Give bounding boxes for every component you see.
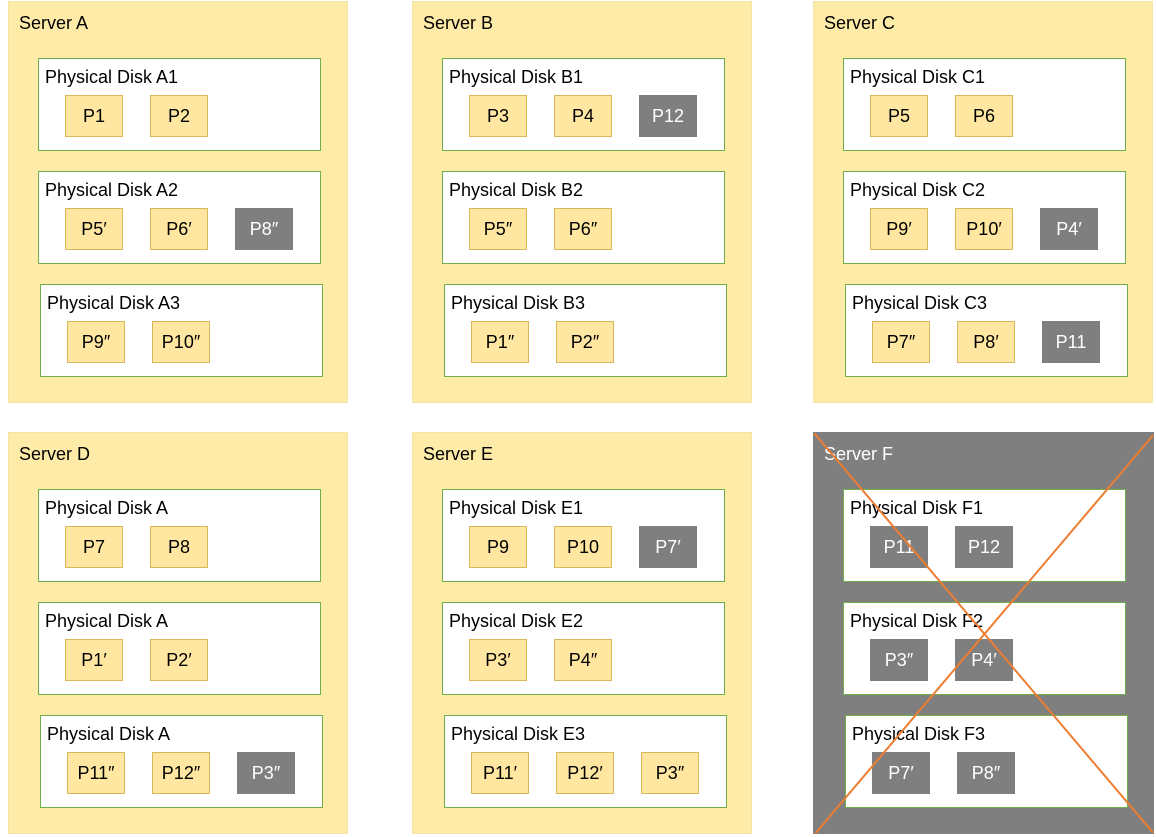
- partition-p6-prime: P6′: [150, 208, 208, 250]
- partition-p7-prime: P7′: [872, 752, 930, 794]
- disk-label: Physical Disk C3: [852, 293, 988, 313]
- physical-disk: Physical Disk A P1′ P2′: [38, 602, 321, 695]
- partition-p10-double-prime: P10″: [152, 321, 210, 363]
- partition-p5-double-prime: P5″: [469, 208, 527, 250]
- server-server-f: Server F Physical Disk F1 P11 P12 Physical D…: [813, 432, 1154, 834]
- server-label: Server A: [19, 13, 89, 33]
- partition-p4-double-prime: P4″: [554, 639, 612, 681]
- partition-p3-prime: P3′: [469, 639, 527, 681]
- partition-p7: P7: [65, 526, 123, 568]
- partition-p12-double-prime: P12″: [152, 752, 210, 794]
- physical-disk: Physical Disk C1 P5 P6: [843, 58, 1126, 151]
- physical-disk: Physical Disk E1 P9 P10 P7′: [442, 489, 725, 582]
- server-server-c: Server C Physical Disk C1 P5 P6 Physical Dis…: [813, 1, 1153, 403]
- partition-p8-double-prime: P8″: [235, 208, 293, 250]
- server-server-e: Server E Physical Disk E1 P9 P10 P7′ Physical…: [412, 432, 752, 834]
- partition-p11: P11: [1042, 321, 1100, 363]
- partition-p3-double-prime: P3″: [870, 639, 928, 681]
- physical-disk: Physical Disk A2 P5′ P6′ P8″: [38, 171, 321, 264]
- physical-disk: Physical Disk E3 P11′ P12′ P3″: [444, 715, 727, 808]
- disk-label: Physical Disk B3: [451, 293, 586, 313]
- partition-p10-prime: P10′: [955, 208, 1013, 250]
- disk-label: Physical Disk C2: [850, 180, 986, 200]
- disk-label: Physical Disk B1: [449, 67, 584, 87]
- physical-disk: Physical Disk F3 P7′ P8″: [845, 715, 1128, 808]
- disk-label: Physical Disk B2: [449, 180, 584, 200]
- disk-label: Physical Disk E2: [449, 611, 584, 631]
- partition-p8-prime: P8′: [957, 321, 1015, 363]
- partition-p11-double-prime: P11″: [67, 752, 125, 794]
- server-label: Server D: [19, 444, 91, 464]
- disk-label: Physical Disk A: [45, 611, 169, 631]
- partition-p6: P6: [955, 95, 1013, 137]
- disk-label: Physical Disk A2: [45, 180, 179, 200]
- partition-p6-double-prime: P6″: [554, 208, 612, 250]
- disk-label: Physical Disk A: [45, 498, 169, 518]
- partition-p9-prime: P9′: [870, 208, 928, 250]
- partition-p3: P3: [469, 95, 527, 137]
- disk-label: Physical Disk F3: [852, 724, 986, 744]
- partition-p4: P4: [554, 95, 612, 137]
- physical-disk: Physical Disk A1 P1 P2: [38, 58, 321, 151]
- physical-disk: Physical Disk B1 P3 P4 P12: [442, 58, 725, 151]
- server-server-a: Server A Physical Disk A1 P1 P2 Physical Dis…: [8, 1, 348, 403]
- server-label: Server C: [824, 13, 896, 33]
- physical-disk: Physical Disk A3 P9″ P10″: [40, 284, 323, 377]
- partition-p2-prime: P2′: [150, 639, 208, 681]
- partition-p4-prime: P4′: [955, 639, 1013, 681]
- physical-disk: Physical Disk F1 P11 P12: [843, 489, 1126, 582]
- physical-disk: Physical Disk F2 P3″ P4′: [843, 602, 1126, 695]
- partition-p12-prime: P12′: [556, 752, 614, 794]
- disk-label: Physical Disk E3: [451, 724, 586, 744]
- partition-p9: P9: [469, 526, 527, 568]
- partition-p9-double-prime: P9″: [67, 321, 125, 363]
- server-label: Server E: [423, 444, 494, 464]
- disk-label: Physical Disk F2: [850, 611, 984, 631]
- physical-disk: Physical Disk E2 P3′ P4″: [442, 602, 725, 695]
- partition-p4-prime: P4′: [1040, 208, 1098, 250]
- partition-p7-double-prime: P7″: [872, 321, 930, 363]
- partition-p8: P8: [150, 526, 208, 568]
- partition-p5-prime: P5′: [65, 208, 123, 250]
- server-server-b: Server B Physical Disk B1 P3 P4 P12 Physical …: [412, 1, 752, 403]
- disk-label: Physical Disk C1: [850, 67, 986, 87]
- partition-p3-double-prime: P3″: [237, 752, 295, 794]
- partition-p10: P10: [554, 526, 612, 568]
- partition-p3-double-prime: P3″: [641, 752, 699, 794]
- server-server-d: Server D Physical Disk A P7 P8 Physical Disk…: [8, 432, 348, 834]
- disk-label: Physical Disk F1: [850, 498, 984, 518]
- physical-disk: Physical Disk A P11″ P12″ P3″: [40, 715, 323, 808]
- server-label: Server B: [423, 13, 494, 33]
- disk-label: Physical Disk A3: [47, 293, 181, 313]
- physical-disk: Physical Disk B2 P5″ P6″: [442, 171, 725, 264]
- partition-p5: P5: [870, 95, 928, 137]
- partition-p1-double-prime: P1″: [471, 321, 529, 363]
- partition-p1-prime: P1′: [65, 639, 123, 681]
- partition-p2: P2: [150, 95, 208, 137]
- partition-p12: P12: [955, 526, 1013, 568]
- partition-p8-double-prime: P8″: [957, 752, 1015, 794]
- partition-p1: P1: [65, 95, 123, 137]
- physical-disk: Physical Disk A P7 P8: [38, 489, 321, 582]
- disk-label: Physical Disk A: [47, 724, 171, 744]
- physical-disk: Physical Disk C2 P9′ P10′ P4′: [843, 171, 1126, 264]
- partition-p11-prime: P11′: [471, 752, 529, 794]
- disk-label: Physical Disk A1: [45, 67, 179, 87]
- physical-disk: Physical Disk B3 P1″ P2″: [444, 284, 727, 377]
- partition-p12: P12: [639, 95, 697, 137]
- disk-label: Physical Disk E1: [449, 498, 584, 518]
- partition-p2-double-prime: P2″: [556, 321, 614, 363]
- server-label: Server F: [824, 444, 894, 464]
- partition-p7-prime: P7′: [639, 526, 697, 568]
- partition-p11: P11: [870, 526, 928, 568]
- physical-disk: Physical Disk C3 P7″ P8′ P11: [845, 284, 1128, 377]
